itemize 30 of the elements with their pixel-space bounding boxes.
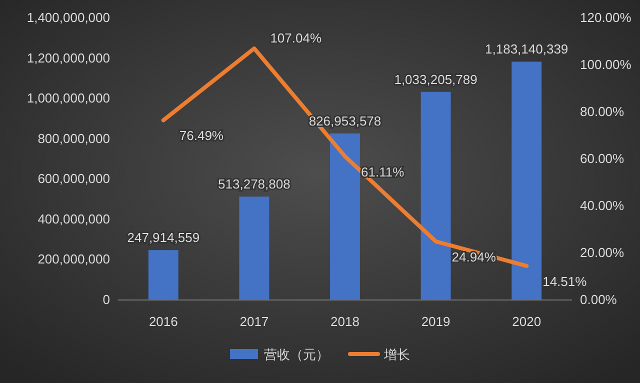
y-tick-label: 1,200,000,000 xyxy=(26,50,110,66)
x-tick-label: 2020 xyxy=(512,314,542,329)
y2-tick-label: 0.00% xyxy=(580,292,618,307)
x-tick-label: 2019 xyxy=(421,314,450,329)
y2-tick-label: 60.00% xyxy=(580,151,625,166)
y-tick-label: 400,000,000 xyxy=(38,211,110,226)
y2-tick-label: 100.00% xyxy=(580,57,632,72)
x-tick-label: 2017 xyxy=(240,314,269,329)
y-tick-label: 1,000,000,000 xyxy=(26,90,110,106)
data-label: 247,914,559 xyxy=(127,230,200,246)
legend-label: 营收（元） xyxy=(264,347,329,362)
y-tick-label: 800,000,000 xyxy=(38,130,110,146)
y2-tick-label: 120.00% xyxy=(580,10,632,25)
data-label: 107.04% xyxy=(270,30,322,46)
data-label: 1,033,205,789 xyxy=(394,72,478,87)
y-tick-label: 600,000,000 xyxy=(38,171,110,186)
y-tick-label: 0 xyxy=(102,292,110,307)
data-label: 1,183,140,339 xyxy=(485,42,568,57)
y-tick-label: 1,400,000,000 xyxy=(26,10,110,25)
x-tick-label: 2016 xyxy=(148,314,178,329)
data-label: 24.94% xyxy=(452,249,496,264)
legend-label: 增长 xyxy=(383,347,410,362)
y-tick-label: 200,000,000 xyxy=(38,252,110,267)
x-tick-label: 2018 xyxy=(330,314,360,329)
y2-tick-label: 20.00% xyxy=(580,245,625,260)
y2-tick-label: 80.00% xyxy=(580,104,625,119)
y2-tick-label: 40.00% xyxy=(580,198,625,213)
data-label: 513,278,808 xyxy=(218,176,290,192)
data-label: 14.51% xyxy=(542,274,588,289)
data-label: 76.49% xyxy=(179,128,224,144)
